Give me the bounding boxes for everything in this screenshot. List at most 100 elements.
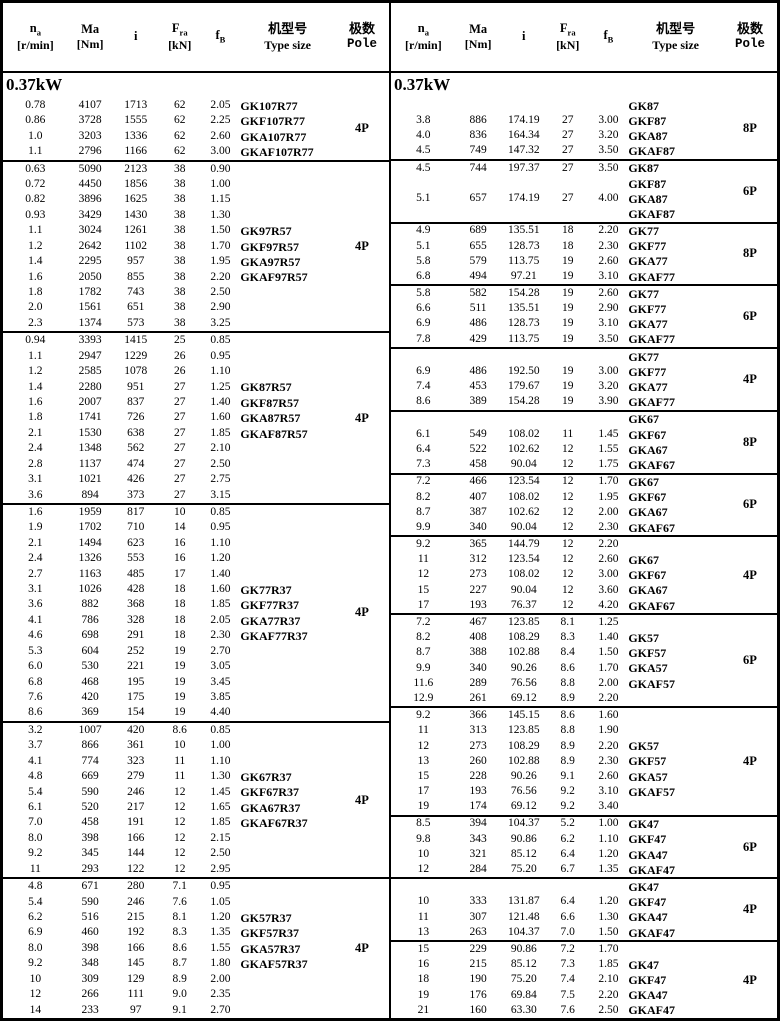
- fb-value: 1.10: [210, 365, 231, 378]
- fra-value: 9.1: [172, 1003, 187, 1016]
- ma-value: 3393: [78, 334, 102, 347]
- ma-value: 160: [469, 1003, 487, 1016]
- spec-block: GK67 6.1 549 108.02 11 1.45 GKF67 6.4 522 102.62 1…: [391, 409, 777, 473]
- ma-value: 1007: [78, 723, 102, 736]
- fb-value: 3.20: [598, 129, 619, 142]
- fra-value: 8.7: [172, 957, 187, 970]
- ma-value: 174: [469, 800, 487, 813]
- table-row: 12.9 261 69.12 8.9 2.20: [391, 691, 723, 706]
- na-value: 3.1: [28, 473, 43, 486]
- header-fb: fB: [215, 28, 226, 45]
- ma-value: 2585: [78, 365, 102, 378]
- type-size-value: GKF47: [628, 973, 667, 988]
- table-row: 2.3 1374 573 38 3.25: [3, 316, 335, 331]
- i-value: 108.02: [507, 490, 540, 503]
- na-value: 9.2: [28, 957, 43, 970]
- na-value: 7.6: [28, 691, 43, 704]
- i-value: 108.29: [507, 631, 540, 644]
- i-value: 76.56: [510, 676, 537, 689]
- type-size-value: GKA47: [628, 847, 668, 862]
- fra-value: 12: [561, 520, 574, 533]
- i-value: 1856: [124, 178, 148, 191]
- na-value: 7.3: [416, 458, 431, 471]
- fb-value: 4.20: [598, 598, 619, 611]
- i-value: 90.26: [510, 769, 537, 782]
- table-row: 9.2 345 144 12 2.50: [3, 846, 335, 861]
- na-value: 1.1: [28, 145, 43, 158]
- pole-value: 4P: [355, 239, 369, 254]
- table-row: 4.9 689 135.51 18 2.20 GK77: [391, 224, 723, 239]
- fra-value: 18: [173, 583, 186, 596]
- fra-value: 19: [173, 644, 186, 657]
- na-value: 9.9: [416, 661, 431, 674]
- right-column: na [r/min] Ma [Nm] i Fra [kN] fB: [391, 3, 777, 1018]
- i-value: 75.20: [510, 973, 537, 986]
- fra-value: 12: [561, 490, 574, 503]
- fb-value: 1.70: [598, 475, 619, 488]
- table-row: 3.8 886 174.19 27 3.00 GKF87: [391, 113, 723, 128]
- fra-value: 27: [561, 144, 574, 157]
- na-value: 5.4: [28, 785, 43, 798]
- fra-value: 19: [561, 365, 574, 378]
- na-value: 11: [417, 724, 429, 737]
- ma-value: 530: [81, 660, 99, 673]
- na-value: 13: [417, 754, 430, 767]
- i-value: 123.54: [507, 553, 540, 566]
- ma-value: 309: [81, 972, 99, 985]
- spec-block: 0.94 3393 1415 25 0.85 1.1 2947 1229 26 0.95 1.2 25…: [3, 331, 389, 503]
- na-value: 8.2: [416, 490, 431, 503]
- fb-value: 1.25: [598, 616, 619, 629]
- type-size-value: GK57R37: [240, 910, 292, 925]
- i-value: 855: [127, 270, 145, 283]
- ma-value: 229: [469, 942, 487, 955]
- block-rows: 0.94 3393 1415 25 0.85 1.1 2947 1229 26 0.95 1.2 25…: [3, 333, 335, 503]
- na-value: 4.5: [416, 144, 431, 157]
- na-value: 3.2: [28, 723, 43, 736]
- rows-area-left: 0.78 4107 1713 62 2.05 GK107R77 0.86 3728 1555 62…: [3, 98, 389, 1018]
- table-row: 3.7 866 361 10 1.00: [3, 738, 335, 753]
- spec-block: GK77 6.9 486 192.50 19 3.00 GKF77 7.4 453 179.67 1…: [391, 347, 777, 410]
- ma-value: 2947: [78, 349, 102, 362]
- type-size-value: GKAF87R57: [240, 426, 308, 441]
- fb-value: 1.95: [210, 255, 231, 268]
- table-row: 9.8 343 90.86 6.2 1.10 GKF47: [391, 832, 723, 847]
- na-value: 5.8: [416, 254, 431, 267]
- table-row: 6.8 494 97.21 19 3.10 GKAF77: [391, 269, 723, 284]
- na-value: 15: [417, 769, 430, 782]
- type-size-value: GKAF107R77: [240, 144, 314, 159]
- ma-value: 312: [469, 553, 487, 566]
- i-value: 90.86: [510, 942, 537, 955]
- fb-value: 2.30: [210, 629, 231, 642]
- ma-value: 260: [469, 754, 487, 767]
- type-size-value: GK77R37: [240, 582, 292, 597]
- type-size-value: GKAF57: [628, 784, 675, 799]
- fb-value: 2.00: [598, 505, 619, 518]
- i-value: 75.20: [510, 863, 537, 876]
- block-rows: GK77 6.9 486 192.50 19 3.00 GKF77 7.4 453 179.67 1…: [391, 349, 723, 410]
- ma-value: 369: [81, 706, 99, 719]
- ma-value: 3024: [78, 224, 102, 237]
- na-value: 12: [417, 739, 430, 752]
- na-value: 1.8: [28, 411, 43, 424]
- ma-value: 398: [81, 941, 99, 954]
- i-value: 192: [127, 926, 145, 939]
- na-value: 8.7: [416, 505, 431, 518]
- pole-value: 8P: [743, 246, 757, 261]
- fra-value: 19: [561, 302, 574, 315]
- i-value: 1415: [124, 334, 148, 347]
- na-value: 12: [417, 863, 430, 876]
- block-rows: GK67 6.1 549 108.02 11 1.45 GKF67 6.4 522 102.62 1…: [391, 412, 723, 473]
- table-row: 1.1 2947 1229 26 0.95: [3, 349, 335, 364]
- fra-value: 18: [173, 629, 186, 642]
- ma-value: 453: [469, 380, 487, 393]
- fb-value: 2.20: [598, 739, 619, 752]
- table-row: 12 284 75.20 6.7 1.35 GKAF47: [391, 862, 723, 877]
- na-value: 1.9: [28, 521, 43, 534]
- na-value: 6.1: [28, 801, 43, 813]
- ma-value: 1374: [78, 316, 102, 329]
- fb-value: 2.70: [210, 1003, 231, 1016]
- i-value: 1430: [124, 208, 148, 221]
- ma-value: 669: [81, 770, 99, 783]
- fb-value: 2.30: [598, 754, 619, 767]
- i-value: 623: [127, 536, 145, 549]
